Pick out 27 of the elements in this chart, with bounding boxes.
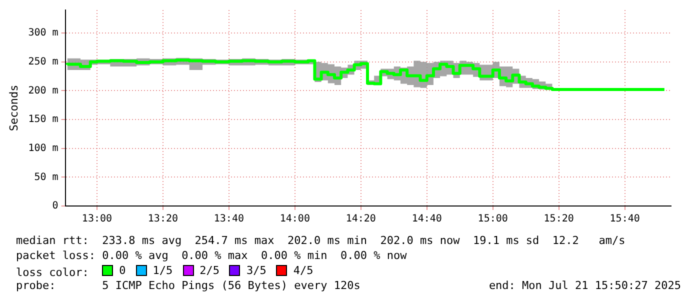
y-tick-label: 300 m <box>28 28 58 39</box>
legend-label: 2/5 <box>200 264 220 277</box>
legend-label: 0 <box>119 264 126 277</box>
x-tick-label: 14:20 <box>346 214 376 225</box>
x-tick-label: 14:40 <box>412 214 442 225</box>
y-tick-label: 50 m <box>34 172 58 183</box>
legend-label: 4/5 <box>293 264 314 277</box>
text: end: Mon Jul 21 15:50:27 2025 <box>488 279 681 292</box>
x-tick-label: 14:00 <box>280 214 310 225</box>
y-tick-label: 0 <box>52 200 58 212</box>
legend-title: loss color: <box>16 266 90 279</box>
x-tick-label: 13:40 <box>214 214 244 225</box>
text: probe: 5 ICMP Echo Pings (56 Bytes) every 120s <box>16 279 360 292</box>
legend-label: 3/5 <box>246 264 266 277</box>
y-tick-label: 100 m <box>28 142 58 154</box>
y-tick-label: 250 m <box>28 56 58 68</box>
x-tick-label: 15:20 <box>544 214 574 225</box>
x-tick-label: 13:20 <box>148 214 178 225</box>
y-tick-label: 200 m <box>28 85 58 96</box>
x-tick-label: 15:40 <box>610 214 640 225</box>
legend-label: 1/5 <box>152 264 173 277</box>
x-tick-label: 15:00 <box>478 214 508 225</box>
y-axis-title: Seconds <box>7 84 20 132</box>
x-tick-label: 13:00 <box>82 214 112 225</box>
text: packet loss: 0.00 % avg 0.00 % max 0.00 % min 0.00 % now <box>16 249 407 262</box>
y-tick-label: 150 m <box>28 114 58 126</box>
text: median rtt: 233.8 ms avg 254.7 ms max 202.0 ms min 202.0 ms now 19.1 ms sd 12.2 am/s <box>16 234 626 247</box>
